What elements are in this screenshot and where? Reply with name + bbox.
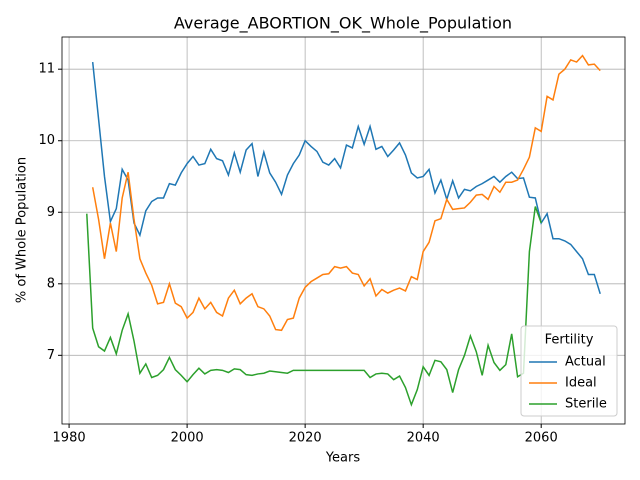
series-line	[91, 54, 601, 332]
plot-frame	[61, 36, 626, 425]
x-tick-label: 2060	[525, 431, 558, 446]
x-tick-label: 1980	[53, 431, 86, 446]
x-tick-label: 2040	[407, 431, 440, 446]
legend-title: Fertility	[545, 333, 594, 348]
series-line	[86, 206, 542, 407]
x-tick-label: 2000	[171, 431, 204, 446]
legend-box	[520, 325, 618, 417]
y-tick-label: 9	[47, 205, 55, 220]
legend-label: Actual	[565, 355, 606, 370]
y-tick-label: 8	[47, 276, 55, 291]
legend-label: Sterile	[565, 397, 607, 412]
x-axis-label: Years	[325, 451, 361, 466]
series-line	[91, 61, 601, 295]
x-tick-label: 2020	[289, 431, 322, 446]
chart-title: Average_ABORTION_OK_Whole_Population	[174, 14, 512, 34]
y-tick-label: 10	[38, 133, 55, 148]
y-tick-label: 7	[47, 348, 55, 363]
y-axis-label: % of Whole Population	[15, 157, 30, 303]
legend-label: Ideal	[565, 376, 597, 391]
y-tick-label: 11	[38, 62, 55, 77]
